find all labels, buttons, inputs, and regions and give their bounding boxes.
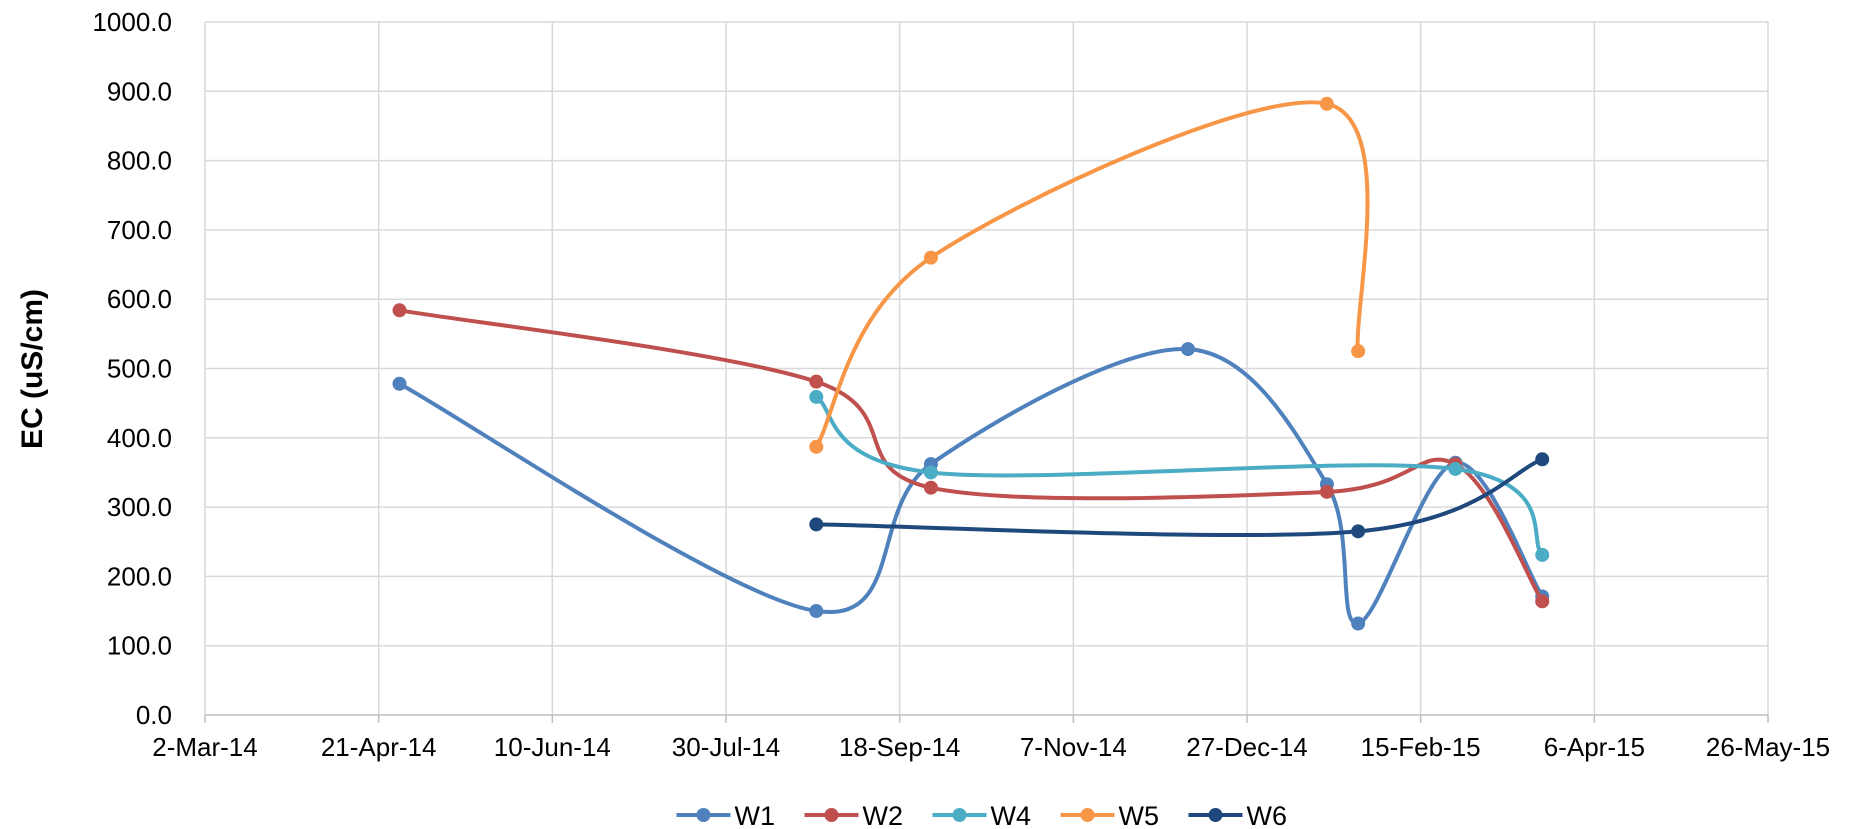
data-point-w1	[1180, 342, 1195, 357]
x-tick-label: 21-Apr-14	[321, 732, 437, 762]
y-tick-label: 200.0	[107, 561, 172, 591]
series-line-w5	[814, 100, 1370, 449]
legend-label-w6: W6	[1247, 801, 1288, 829]
gridlines	[205, 21, 1769, 715]
data-point-w5	[1351, 344, 1366, 359]
y-tick-label: 1000.0	[92, 7, 172, 37]
x-tick-label: 10-Jun-14	[494, 732, 611, 762]
data-point-w5	[923, 250, 938, 265]
data-point-w6	[1535, 452, 1550, 467]
x-tick-label: 18-Sep-14	[839, 732, 960, 762]
data-point-w2	[1319, 484, 1334, 499]
data-point-w6	[809, 517, 824, 532]
y-tick-label: 800.0	[107, 146, 172, 176]
data-point-w1	[392, 376, 407, 391]
y-tick-label: 300.0	[107, 492, 172, 522]
y-tick-label: 900.0	[107, 76, 172, 106]
legend-marker-w4	[952, 808, 967, 822]
series-w4	[809, 389, 1550, 562]
data-point-w4	[809, 389, 824, 404]
data-point-w4	[923, 465, 938, 480]
legend-item-w2: W2	[804, 801, 904, 829]
data-point-w4	[1448, 461, 1463, 476]
data-point-w1	[1351, 616, 1366, 631]
y-tick-label: 0.0	[136, 700, 172, 730]
x-tick-label: 26-May-15	[1706, 732, 1830, 762]
data-point-w2	[923, 480, 938, 495]
data-point-w2	[809, 374, 824, 389]
legend: W1 W2 W4 W5 W6	[676, 801, 1288, 829]
x-tick-label: 15-Feb-15	[1361, 732, 1481, 762]
data-point-w5	[1319, 96, 1334, 111]
y-tick-label: 700.0	[107, 215, 172, 245]
series-line-w6	[814, 457, 1545, 538]
legend-label-w2: W2	[863, 801, 904, 829]
series-w5	[809, 96, 1370, 454]
legend-label-w5: W5	[1119, 801, 1160, 829]
series-w6	[809, 452, 1550, 539]
data-point-w6	[1351, 524, 1366, 539]
y-tick-label: 600.0	[107, 284, 172, 314]
data-point-w1	[809, 604, 824, 619]
legend-item-w1: W1	[676, 801, 776, 829]
legend-label-w4: W4	[991, 801, 1032, 829]
legend-label-w1: W1	[735, 801, 776, 829]
x-tick-label: 30-Jul-14	[672, 732, 780, 762]
y-tick-label: 100.0	[107, 631, 172, 661]
legend-item-w6: W6	[1188, 801, 1288, 829]
x-tick-label: 6-Apr-15	[1544, 732, 1645, 762]
series-line-w4	[814, 394, 1545, 557]
x-tick-label: 2-Mar-14	[152, 732, 257, 762]
y-tick-label: 400.0	[107, 423, 172, 453]
y-axis-title: EC (uS/cm)	[16, 289, 49, 449]
legend-marker-w1	[696, 808, 711, 822]
x-tick-label: 7-Nov-14	[1020, 732, 1127, 762]
axes: 0.0 100.0 200.0 300.0 400.0 500.0 600.0 700.0 80…	[92, 7, 1830, 762]
legend-item-w4: W4	[932, 801, 1032, 829]
x-tick-label: 27-Dec-14	[1186, 732, 1307, 762]
data-point-w4	[1535, 547, 1550, 562]
y-tick-label: 500.0	[107, 354, 172, 384]
data-point-w2	[392, 303, 407, 318]
series-group	[392, 96, 1550, 631]
legend-item-w5: W5	[1060, 801, 1160, 829]
legend-marker-w6	[1208, 808, 1223, 822]
data-point-w5	[809, 439, 824, 454]
data-point-w2	[1535, 594, 1550, 609]
legend-marker-w5	[1080, 808, 1095, 822]
legend-marker-w2	[824, 808, 839, 822]
